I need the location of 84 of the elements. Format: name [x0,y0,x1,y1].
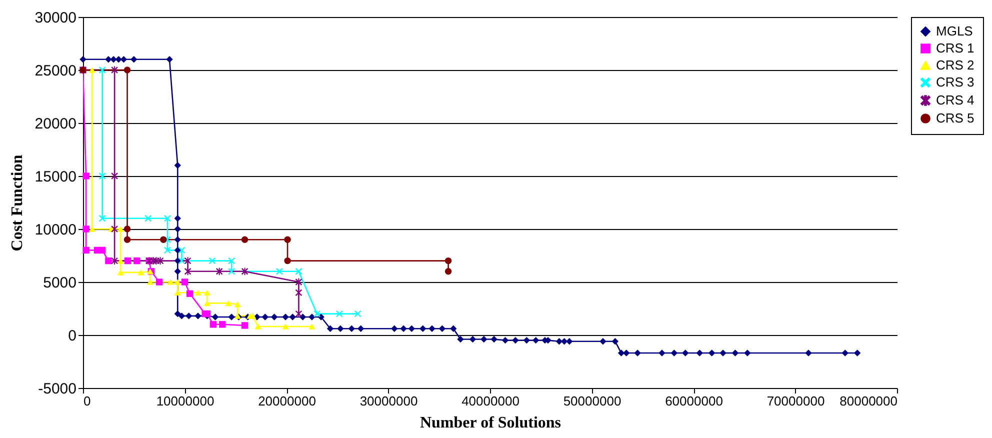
point [284,257,291,264]
point [444,268,452,275]
point [164,246,171,254]
point [186,290,194,298]
point [308,324,316,330]
point [156,278,163,286]
point [174,279,181,285]
point [124,236,131,243]
point [241,322,248,329]
point [124,226,131,232]
point [216,268,223,276]
legend-label: CRS 5 [936,110,974,126]
point [444,257,452,264]
x-axis-title: Number of Solutions [420,414,562,432]
point [117,258,124,264]
point [174,290,181,296]
point [204,300,210,306]
point [98,66,106,74]
point [134,257,140,264]
legend-label: MGLS [936,24,974,38]
x-tick-label: 20000000 [258,394,316,408]
x-tick-label: 60000000 [665,394,723,408]
y-tick-label: -5000 [38,380,76,398]
point [117,270,124,276]
point [88,67,96,73]
point [82,246,90,254]
point [241,236,248,243]
y-tick-label: 15000 [34,168,76,186]
legend-label: CRS 4 [936,92,974,108]
y-tick-label: 25000 [34,62,76,80]
point [276,268,283,275]
x-tick-label: 70000000 [766,394,825,408]
legend-label: CRS 2 [936,58,974,72]
point [124,257,132,264]
point [98,215,106,222]
point [204,290,210,296]
y-tick-label: 10000 [34,222,76,238]
point [82,172,90,180]
x-tick-label: 40000000 [462,394,520,408]
point [219,321,226,328]
y-axis-title: Cost Function [8,154,26,252]
x-tick-label: 80000000 [840,394,898,408]
x-tick-label: 50000000 [563,394,622,408]
point [144,215,152,222]
y-tick-label: 0 [68,328,76,344]
point [250,313,256,319]
point [295,288,302,296]
point [124,66,131,74]
point [282,324,289,330]
point [138,270,144,276]
point [88,226,96,232]
legend-label: CRS 1 [936,40,974,56]
point [228,268,235,275]
point [194,290,202,296]
x-tick-label: 0 [84,394,91,408]
y-tick-label: 5000 [43,274,76,292]
point [295,268,302,275]
point [228,257,235,264]
point [295,278,302,286]
point [241,268,248,276]
point [225,300,232,306]
point [105,257,112,264]
point [117,226,124,232]
x-tick-label: 30000000 [360,394,418,408]
point [210,321,217,328]
point [82,226,90,232]
point [146,279,154,285]
point [184,268,192,276]
point [254,324,262,330]
point [167,279,174,285]
point [164,215,171,222]
point [336,310,343,318]
x-tick-label: 10000000 [156,394,214,408]
legend-label: CRS 3 [936,74,974,90]
point [181,278,188,286]
point [98,246,106,254]
point [314,310,320,318]
y-tick-label: 30000 [34,10,76,26]
point [111,257,118,264]
point [160,236,167,243]
point [284,236,291,243]
y-tick-label: 20000 [34,116,76,132]
point [234,301,242,308]
point [98,172,106,180]
